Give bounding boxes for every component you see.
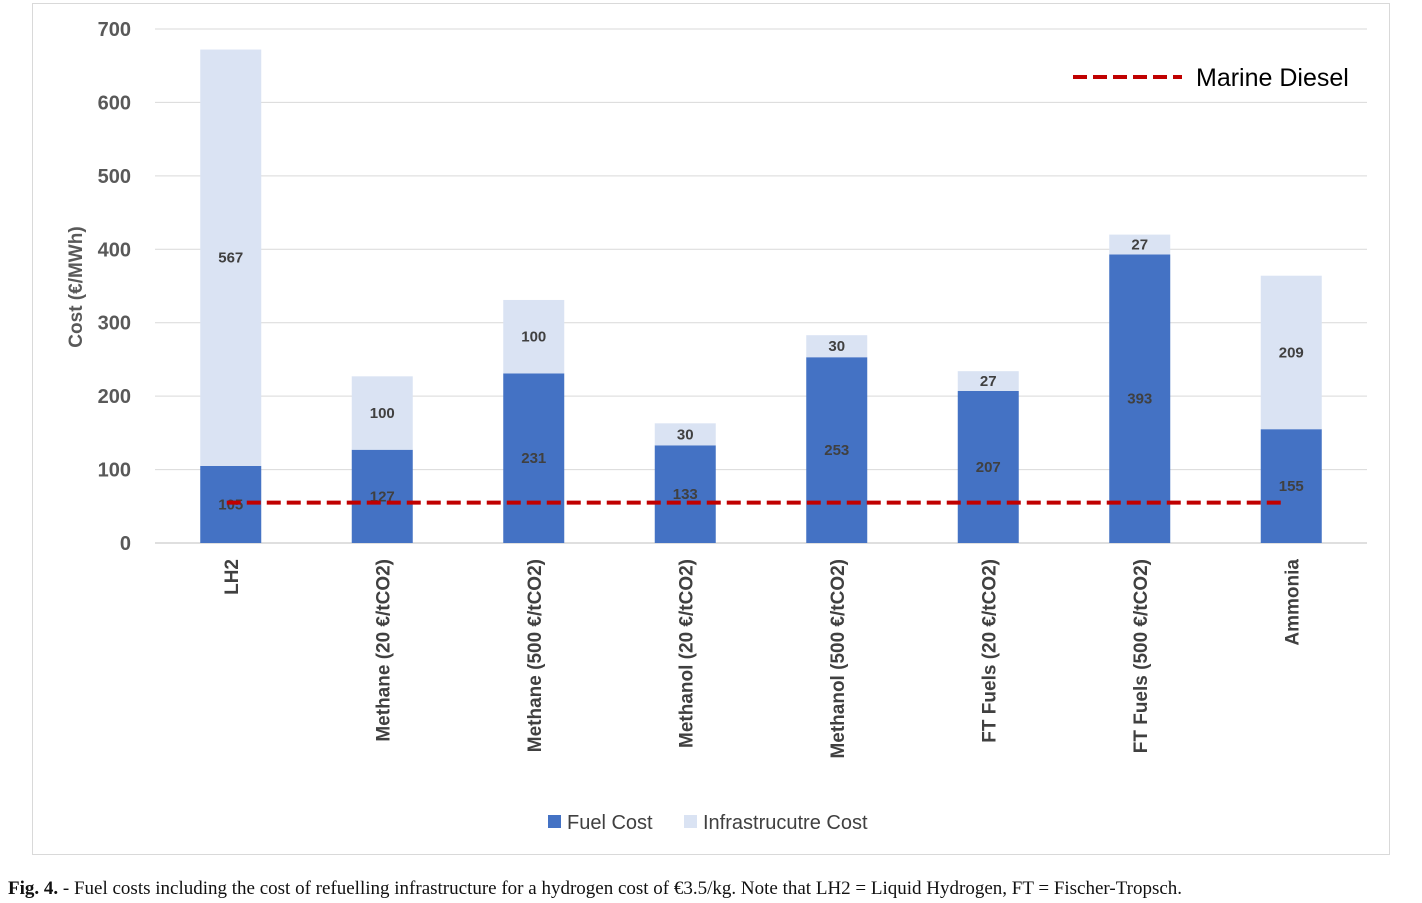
fuel-cost-label: 231	[521, 450, 546, 467]
infrastructure-cost-bar	[1260, 275, 1322, 430]
infrastructure-cost-label: 100	[521, 329, 546, 346]
fuel-cost-bar	[351, 449, 413, 543]
infrastructure-cost-label: 100	[370, 405, 395, 422]
fuel-cost-bar	[503, 373, 565, 543]
fuel-cost-label: 105	[218, 496, 243, 513]
reference-legend-label: Marine Diesel	[1196, 64, 1349, 92]
stacked-bar-chart: 0 100 200 300 400 500 600 700 Cost (€/MWh) 105 5…	[66, 19, 1367, 834]
x-category-label: Methanol (20 €/tCO2)	[676, 559, 697, 748]
infrastructure-cost-label: 567	[218, 250, 243, 267]
figure-caption: Fig. 4. - Fuel costs including the cost …	[8, 878, 1418, 900]
fuel-cost-label: 207	[976, 459, 1001, 476]
fuel-cost-label: 133	[673, 486, 698, 503]
x-category-label: Ammonia	[1282, 559, 1303, 646]
data-labels: 1055671271002311001333025330207273932715…	[218, 237, 1304, 514]
x-category-label: Methane (500 €/tCO2)	[525, 559, 546, 752]
infrastructure-cost-bar	[654, 423, 716, 446]
x-category-label: FT Fuels (500 €/tCO2)	[1131, 559, 1152, 753]
fuel-cost-bar	[957, 391, 1019, 543]
infrastructure-cost-bar	[806, 335, 868, 358]
y-tick-label: 100	[98, 460, 131, 482]
fuel-cost-bar	[1109, 254, 1171, 543]
infrastructure-cost-label: 27	[980, 373, 997, 390]
infrastructure-cost-label: 27	[1131, 237, 1148, 254]
fuel-cost-label: 155	[1279, 478, 1304, 495]
infrastructure-cost-label: 209	[1279, 344, 1304, 361]
y-tick-label: 0	[120, 533, 131, 555]
reference-legend: Marine Diesel	[1073, 64, 1349, 92]
legend: Fuel Cost Infrastrucutre Cost	[548, 812, 868, 834]
caption-text: - Fuel costs including the cost of refue…	[58, 878, 1183, 899]
fuel-cost-label: 253	[824, 442, 849, 459]
x-category-label: Methane (20 €/tCO2)	[373, 559, 394, 742]
legend-swatch-infrastructure	[684, 815, 697, 828]
infrastructure-cost-label: 30	[677, 426, 694, 443]
y-tick-label: 500	[98, 166, 131, 188]
x-axis-categories: LH2 Methane (20 €/tCO2) Methane (500 €/tCO…	[222, 559, 1304, 759]
fuel-cost-bar	[654, 445, 716, 543]
y-tick-label: 600	[98, 92, 131, 114]
legend-label-infrastructure: Infrastrucutre Cost	[703, 812, 868, 834]
y-tick-label: 300	[98, 313, 131, 335]
x-category-label: LH2	[222, 559, 243, 595]
infrastructure-cost-bar	[503, 299, 565, 374]
y-tick-label: 200	[98, 386, 131, 408]
y-tick-label: 400	[98, 239, 131, 261]
legend-label-fuel: Fuel Cost	[567, 812, 653, 834]
y-axis-ticks: 0 100 200 300 400 500 600 700	[98, 19, 131, 555]
infrastructure-cost-bar	[200, 49, 262, 466]
infrastructure-cost-bar	[1109, 234, 1171, 255]
y-tick-label: 700	[98, 19, 131, 41]
gridlines	[155, 28, 1367, 544]
infrastructure-cost-bar	[351, 376, 413, 450]
x-category-label: Methanol (500 €/tCO2)	[828, 559, 849, 759]
x-category-label: FT Fuels (20 €/tCO2)	[979, 559, 1000, 743]
infrastructure-cost-label: 30	[828, 338, 845, 355]
legend-swatch-fuel	[548, 815, 561, 828]
fuel-cost-bar	[1260, 429, 1322, 543]
fuel-cost-label: 393	[1127, 391, 1152, 408]
caption-label: Fig. 4.	[8, 878, 59, 899]
y-axis-title: Cost (€/MWh)	[66, 226, 87, 347]
fuel-cost-bar	[806, 357, 868, 543]
infrastructure-cost-bar	[957, 371, 1019, 392]
bars	[200, 49, 1322, 543]
